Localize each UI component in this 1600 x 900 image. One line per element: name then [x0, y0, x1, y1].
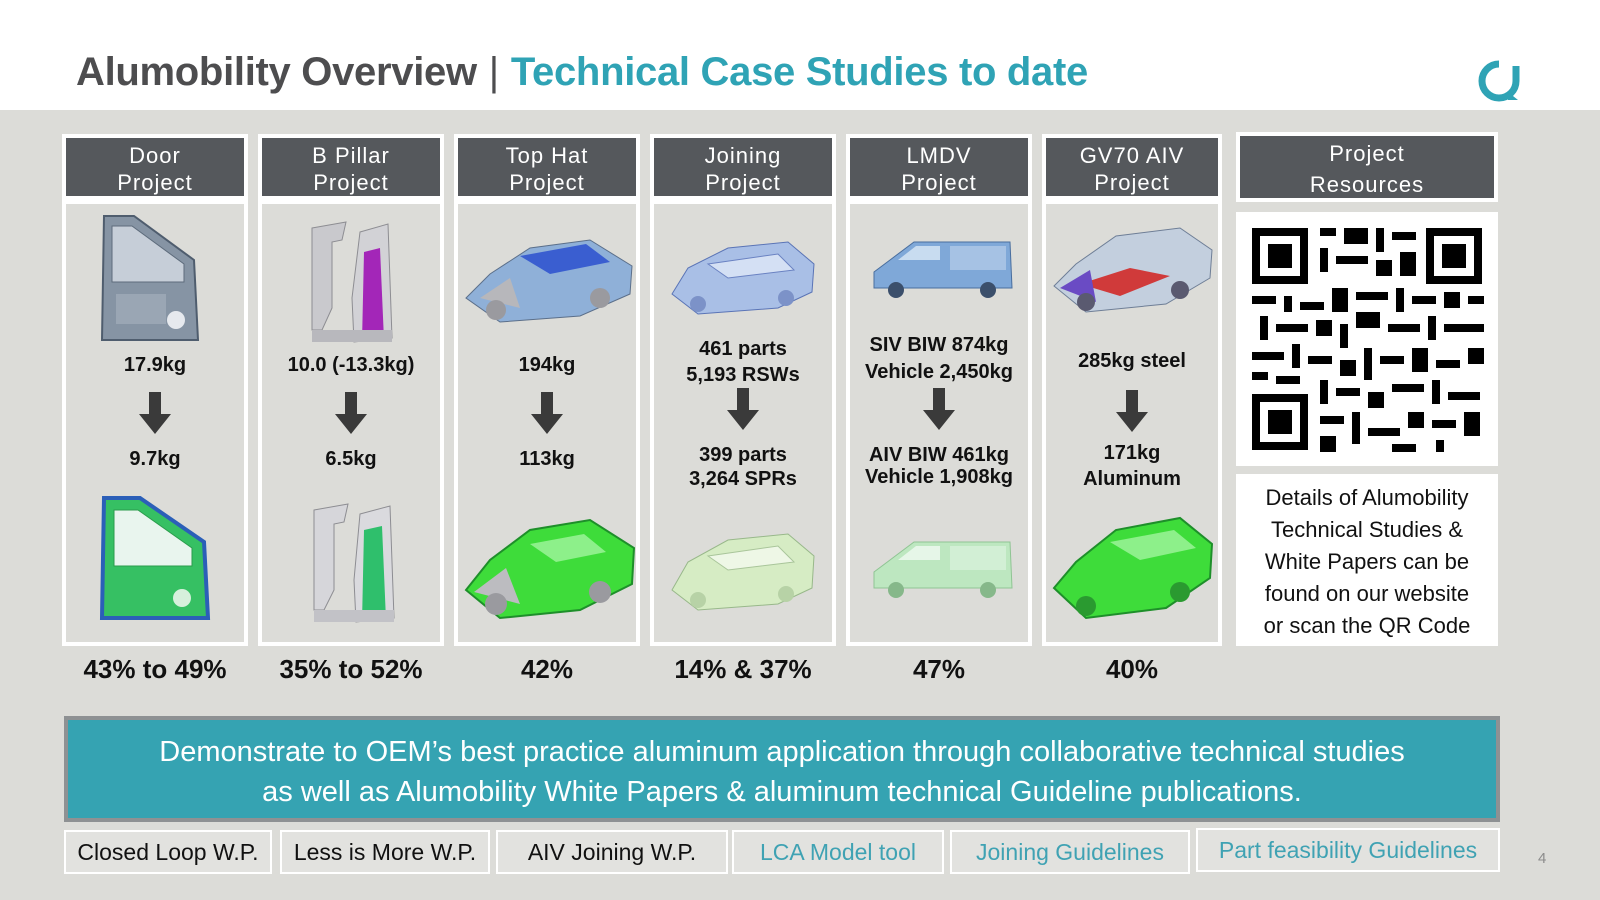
- joining-before-parts: 461 parts: [699, 338, 787, 360]
- top-hat-project-header: Top Hat Project: [454, 134, 640, 200]
- door-reduction: 43% to 49%: [83, 654, 227, 684]
- lmdv-reduction: 47%: [912, 654, 966, 684]
- slide-header: Alumobility Overview | Technical Case Stud…: [0, 0, 1600, 110]
- alumobility-logo-icon: [1478, 60, 1520, 102]
- banner-line-2: as well as Alumobility White Papers & al…: [262, 776, 1302, 808]
- b-pillar-project-card: 10.0 (-13.3kg) 6.5kg: [258, 200, 444, 646]
- steel-joining-body-image: [671, 241, 815, 315]
- qr-code-icon: [1252, 228, 1484, 452]
- lmdv-project-card: SIV BIW 874kg Vehicle 2,450kg AIV BIW 46…: [846, 200, 1032, 646]
- top-hat-before-weight: 194kg: [518, 354, 576, 376]
- lmdv-project-header: LMDV Project: [846, 134, 1032, 200]
- gv70-aiv-project-card: 285kg steel 171kg Aluminum: [1042, 200, 1222, 646]
- aluminum-gv70-body-image: [1052, 516, 1214, 620]
- project-resources-header: Project Resources: [1236, 132, 1498, 202]
- lmdv-after-vehicle: Vehicle 1,908kg: [865, 466, 1013, 488]
- lmdv-before-biw: SIV BIW 874kg: [869, 334, 1009, 356]
- lca-model-tool-link[interactable]: LCA Model tool: [732, 830, 944, 874]
- down-arrow-icon: [923, 388, 955, 430]
- page-number: 4: [1538, 850, 1547, 867]
- aluminum-van-image: [873, 541, 1013, 598]
- top-hat-project-card: 194kg 113kg: [454, 200, 640, 646]
- joining-reduction: 14% & 37%: [674, 654, 812, 684]
- joining-project-header: Joining Project: [650, 134, 836, 200]
- less-is-more-wp-button[interactable]: Less is More W.P.: [280, 830, 490, 874]
- gv70-before-weight: 285kg steel: [1078, 350, 1186, 372]
- title-sub: Technical Case Studies to date: [510, 50, 1088, 94]
- b-pillar-after-weight: 6.5kg: [325, 448, 377, 470]
- resources-description: Details of Alumobility Technical Studies…: [1236, 474, 1498, 646]
- aluminum-joining-body-image: [671, 533, 815, 611]
- title-separator: |: [488, 50, 499, 94]
- part-feasibility-guidelines-link[interactable]: Part feasibility Guidelines: [1196, 828, 1500, 872]
- b-pillar-reduction: 35% to 52%: [279, 654, 423, 684]
- steel-door-image: [100, 215, 200, 341]
- top-hat-after-weight: 113kg: [519, 448, 575, 470]
- joining-project-card: 461 parts 5,193 RSWs 399 parts: [650, 200, 836, 646]
- joining-after-parts: 399 parts: [699, 444, 787, 466]
- door-after-weight: 9.7kg: [129, 448, 181, 470]
- down-arrow-icon: [335, 392, 367, 434]
- door-project-header: Door Project: [62, 134, 248, 200]
- mission-banner: Demonstrate to OEM’s best practice alumi…: [64, 716, 1500, 822]
- aiv-joining-wp-button[interactable]: AIV Joining W.P.: [496, 830, 728, 874]
- door-project-card: 17.9kg 9.7kg: [62, 200, 248, 646]
- title-main: Alumobility Overview: [76, 50, 477, 94]
- joining-before-welds: 5,193 RSWs: [686, 364, 800, 386]
- down-arrow-icon: [531, 392, 563, 434]
- joining-guidelines-link[interactable]: Joining Guidelines: [950, 830, 1190, 874]
- down-arrow-icon: [1116, 390, 1148, 432]
- steel-van-image: [873, 241, 1013, 298]
- aluminum-b-pillar-image: [313, 503, 395, 623]
- top-hat-reduction: 42%: [520, 654, 574, 684]
- gv70-reduction: 40%: [1105, 654, 1159, 684]
- gv70-after-weight: 171kg: [1103, 442, 1161, 464]
- closed-loop-wp-button[interactable]: Closed Loop W.P.: [64, 830, 272, 874]
- qr-code[interactable]: [1236, 212, 1498, 466]
- steel-gv70-body-image: [1053, 227, 1213, 313]
- lmdv-before-vehicle: Vehicle 2,450kg: [865, 361, 1013, 383]
- b-pillar-project-header: B Pillar Project: [258, 134, 444, 200]
- aluminum-top-hat-image: [464, 518, 636, 620]
- door-before-weight: 17.9kg: [123, 354, 187, 376]
- banner-line-1: Demonstrate to OEM’s best practice alumi…: [159, 736, 1405, 768]
- steel-b-pillar-image: [311, 221, 393, 343]
- lmdv-after-biw: AIV BIW 461kg: [868, 444, 1010, 466]
- b-pillar-before-weight: 10.0 (-13.3kg): [287, 354, 415, 376]
- gv70-aiv-project-header: GV70 AIV Project: [1042, 134, 1222, 200]
- down-arrow-icon: [139, 392, 171, 434]
- slide-title: Alumobility Overview | Technical Case Stud…: [76, 50, 1088, 95]
- steel-top-hat-image: [465, 239, 633, 323]
- down-arrow-icon: [727, 388, 759, 430]
- gv70-after-material: Aluminum: [1083, 468, 1181, 490]
- joining-after-rivets: 3,264 SPRs: [689, 468, 797, 490]
- aluminum-door-image: [99, 496, 211, 620]
